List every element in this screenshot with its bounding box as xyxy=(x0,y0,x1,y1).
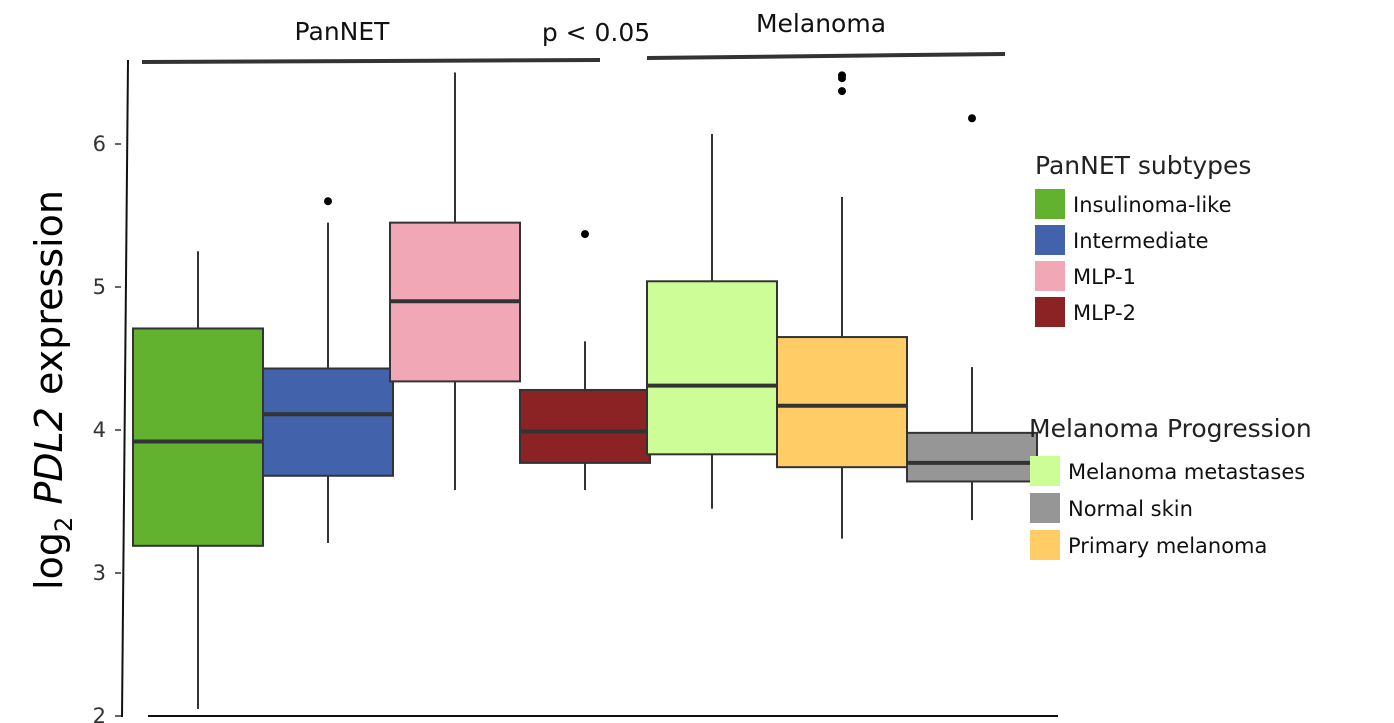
box-body xyxy=(776,336,908,469)
y-label-suffix: expression xyxy=(27,190,71,407)
legend-item-label: Normal skin xyxy=(1068,497,1193,521)
y-label-gene: PDL2 xyxy=(27,407,71,517)
outlier-point xyxy=(324,197,332,206)
group-label-melanoma: Melanoma xyxy=(756,9,886,38)
y-axis-line xyxy=(121,59,129,718)
axes: 2 3 4 5 6 xyxy=(93,59,1058,723)
p-value-label: p < 0.05 xyxy=(542,18,650,47)
outlier-point xyxy=(838,87,846,96)
outlier-point xyxy=(838,71,846,80)
legend-swatch xyxy=(1030,456,1060,486)
y-tick-label: 5 xyxy=(93,275,106,299)
legend-swatch xyxy=(1035,225,1065,255)
legend-item-label: Melanoma metastases xyxy=(1068,460,1305,484)
legend-item-label: Insulinoma-like xyxy=(1073,193,1231,217)
box-intermediate xyxy=(262,197,394,543)
y-axis-label: log2 PDL2 expression xyxy=(27,190,78,590)
legends: PanNET subtypes Insulinoma-like Intermedia… xyxy=(1029,151,1312,560)
y-tick-label: 2 xyxy=(93,704,106,723)
legend-title: Melanoma Progression xyxy=(1029,414,1312,443)
box-mlp-1 xyxy=(389,72,521,491)
pannet-bracket xyxy=(141,58,601,64)
y-label-subscript: 2 xyxy=(50,517,78,532)
box-primary-melanoma xyxy=(776,71,908,539)
legend-pannet-subtypes: PanNET subtypes Insulinoma-like Intermedia… xyxy=(1035,151,1251,327)
legend-swatch xyxy=(1035,261,1065,291)
y-tick-label: 4 xyxy=(93,418,106,442)
legend-item-label: MLP-2 xyxy=(1073,301,1136,325)
outlier-point xyxy=(968,114,976,123)
box-body xyxy=(132,327,264,547)
y-tick-label: 6 xyxy=(93,132,106,156)
legend-title: PanNET subtypes xyxy=(1035,151,1251,180)
outlier-point xyxy=(581,230,589,239)
legend-swatch xyxy=(1035,297,1065,327)
legend-melanoma-progression: Melanoma Progression Melanoma metastases N… xyxy=(1029,414,1312,560)
box-body xyxy=(646,280,778,456)
y-tick-label: 3 xyxy=(93,561,106,585)
legend-item-label: Intermediate xyxy=(1073,229,1209,253)
box-body xyxy=(262,367,394,477)
box-body xyxy=(519,388,651,464)
y-label-prefix: log xyxy=(27,532,71,590)
boxes xyxy=(132,71,1038,709)
box-body xyxy=(906,431,1038,483)
box-mlp-2 xyxy=(519,230,651,491)
legend-swatch xyxy=(1030,530,1060,560)
legend-swatch xyxy=(1035,189,1065,219)
annotations: PanNET Melanoma p < 0.05 xyxy=(141,9,1006,64)
legend-item-label: Primary melanoma xyxy=(1068,534,1267,558)
group-label-pannet: PanNET xyxy=(295,17,391,46)
melanoma-bracket xyxy=(646,52,1006,60)
legend-swatch xyxy=(1030,493,1060,523)
box-insulinoma-like xyxy=(132,251,264,709)
box-melanoma-metastases xyxy=(646,133,778,509)
legend-item-label: MLP-1 xyxy=(1073,265,1136,289)
box-normal-skin xyxy=(906,114,1038,521)
